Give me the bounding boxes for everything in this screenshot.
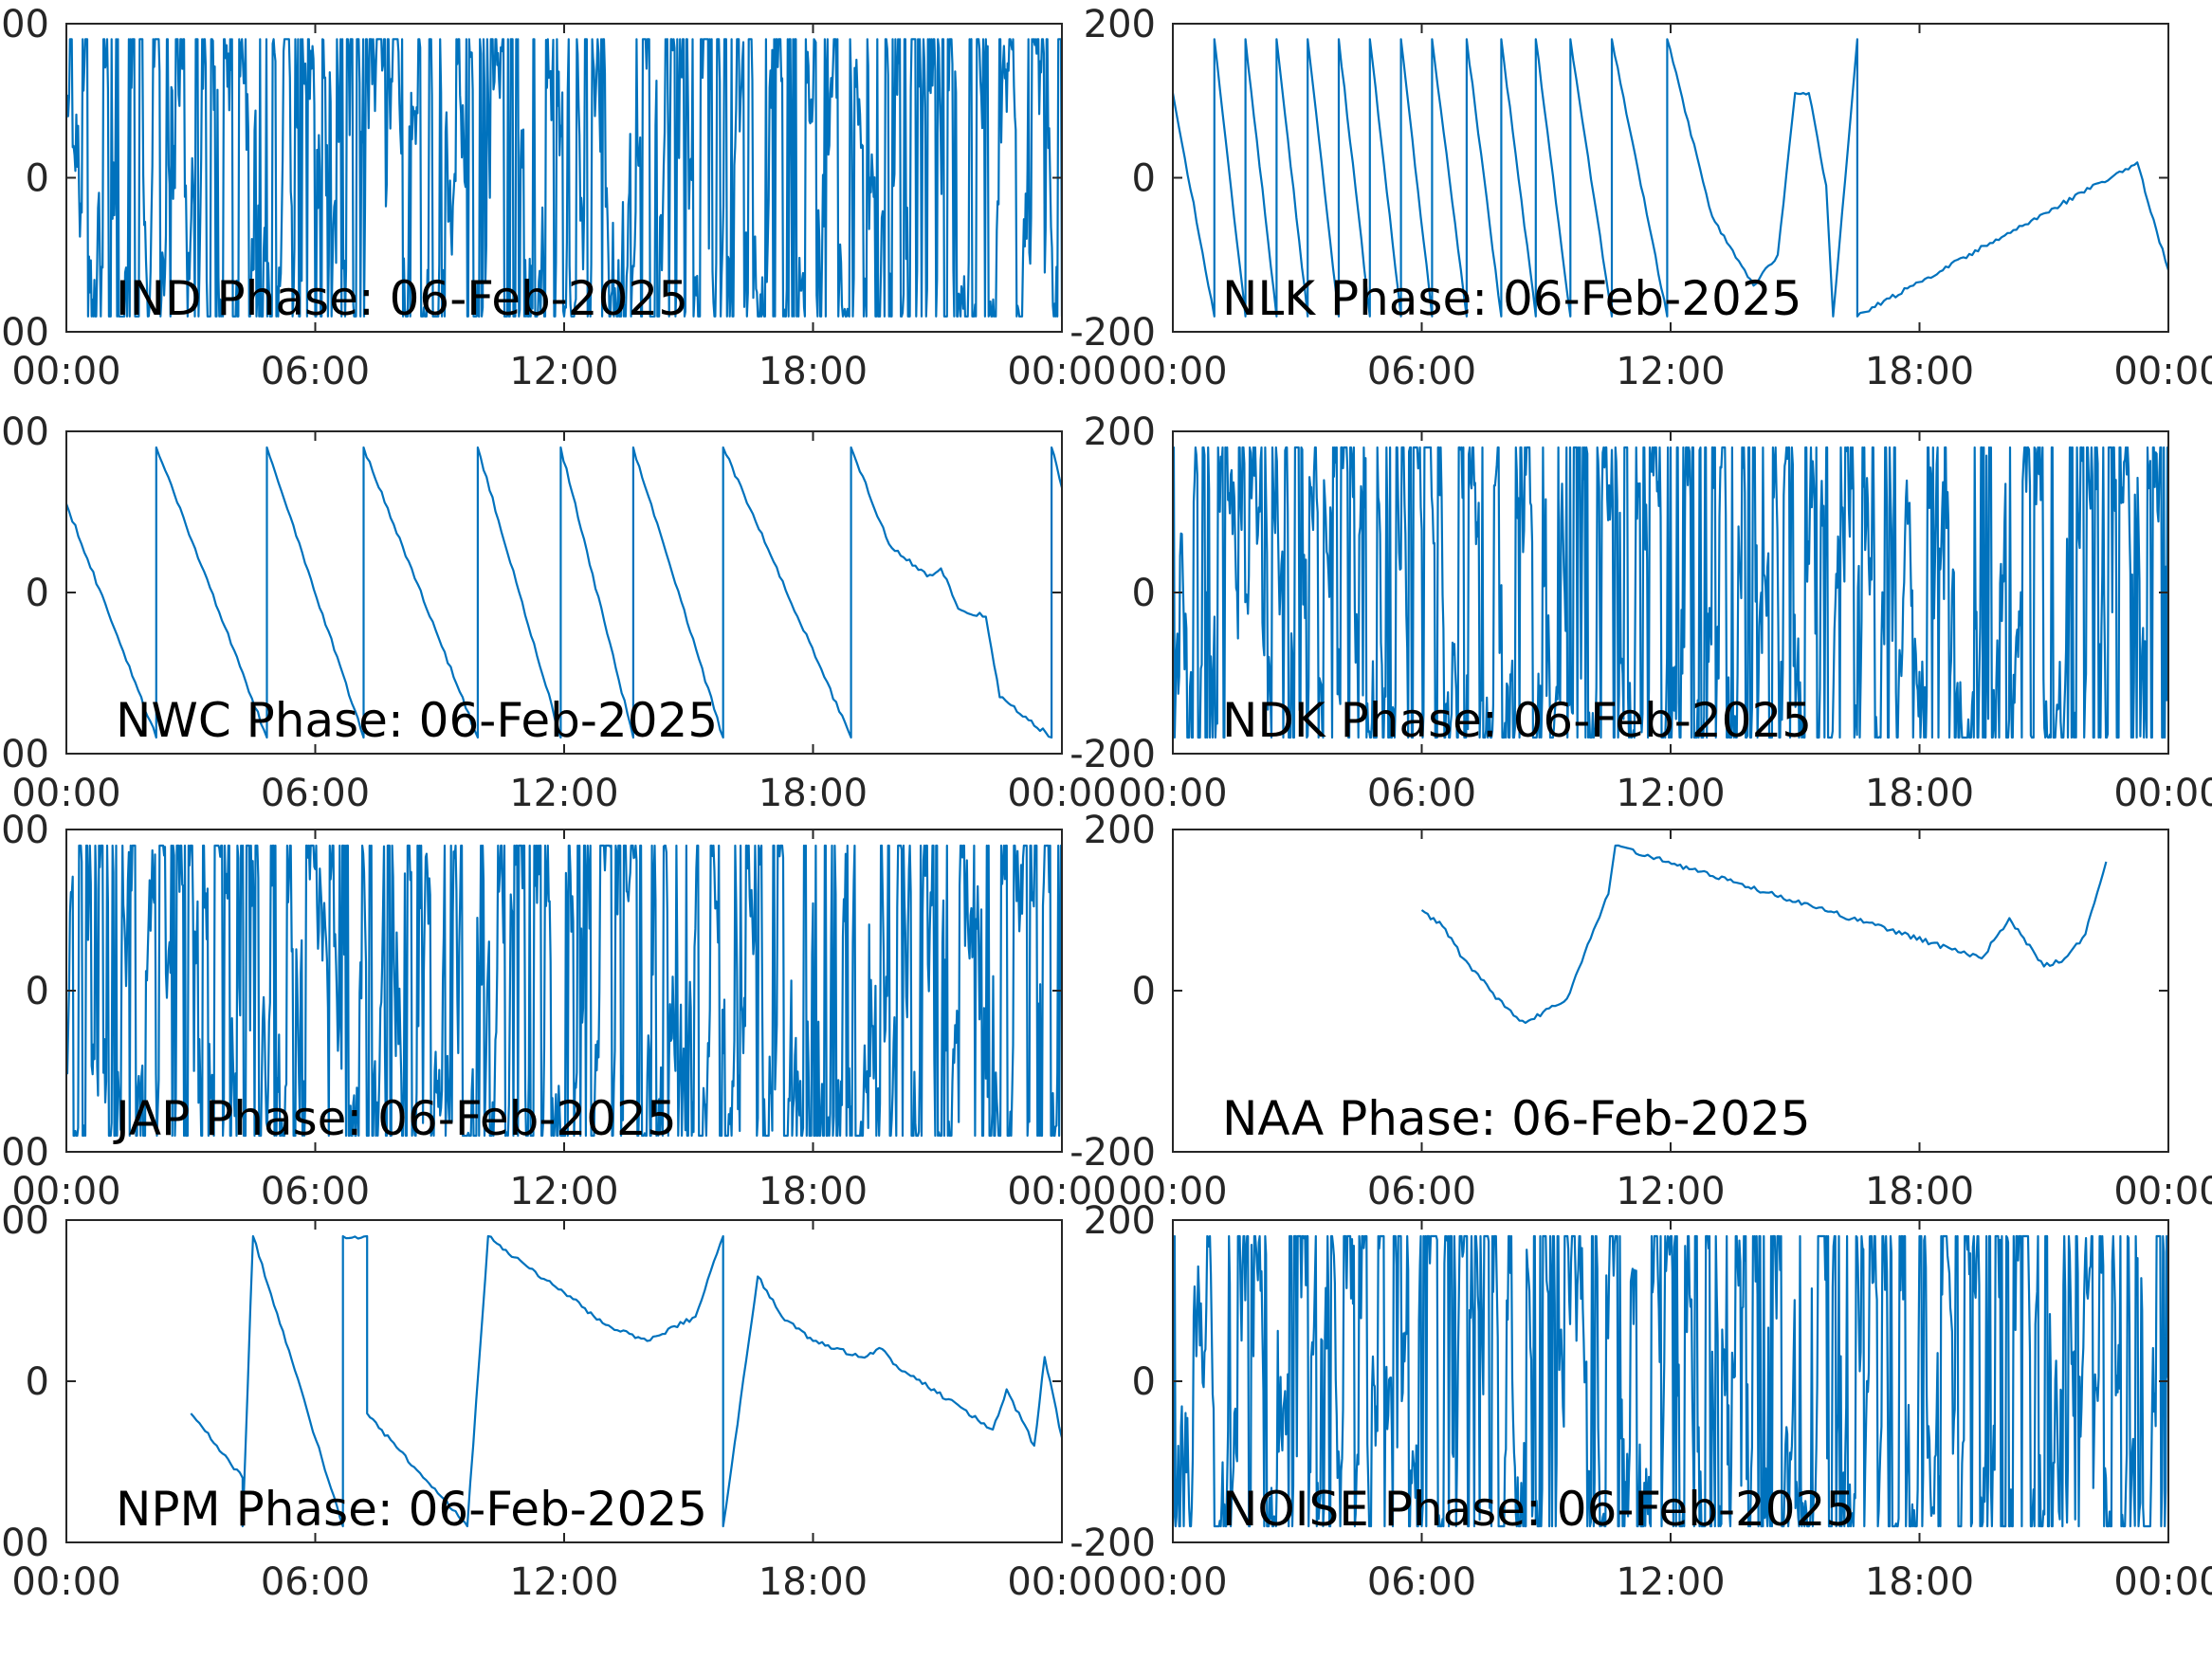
x-tick-label: 06:00 — [261, 772, 370, 815]
x-tick-label: 18:00 — [1865, 350, 1974, 393]
y-tick-label: 200 — [0, 410, 49, 454]
x-tick-label: 00:00 — [2113, 1560, 2212, 1604]
y-tick-label: 0 — [1132, 157, 1156, 201]
x-tick-label: 18:00 — [1865, 772, 1974, 815]
y-tick-label: -200 — [1069, 1131, 1156, 1175]
x-tick-label: 18:00 — [759, 772, 868, 815]
y-tick-label: -200 — [0, 733, 49, 776]
y-tick-label: 200 — [0, 3, 49, 46]
x-tick-label: 06:00 — [1367, 772, 1476, 815]
trace-4 — [1173, 446, 2168, 739]
y-tick-label: -200 — [0, 1522, 49, 1565]
y-tick-label: -200 — [0, 311, 49, 355]
x-tick-label: 06:00 — [261, 1170, 370, 1213]
y-tick-label: 200 — [1084, 410, 1156, 454]
x-tick-label: 00:00 — [1007, 1560, 1116, 1604]
x-tick-label: 12:00 — [1616, 772, 1725, 815]
y-tick-label: 0 — [26, 157, 49, 201]
y-tick-label: 200 — [0, 809, 49, 852]
trace-1 — [66, 38, 1062, 318]
y-tick-label: -200 — [1069, 733, 1156, 776]
y-tick-label: 200 — [1084, 3, 1156, 46]
x-tick-label: 00:00 — [11, 772, 120, 815]
x-tick-label: 12:00 — [1616, 1560, 1725, 1604]
trace-6 — [1420, 844, 2108, 1025]
x-tick-label: 06:00 — [261, 350, 370, 393]
x-tick-label: 12:00 — [1616, 1170, 1725, 1213]
y-tick-label: 200 — [0, 1199, 49, 1243]
trace-2 — [1173, 38, 2168, 318]
panel-title: NDK Phase: 06-Feb-2025 — [1222, 693, 1812, 748]
y-tick-label: 0 — [26, 572, 49, 615]
x-tick-label: 00:00 — [2113, 772, 2212, 815]
x-tick-label: 06:00 — [261, 1560, 370, 1604]
y-tick-label: 200 — [1084, 809, 1156, 852]
x-tick-label: 00:00 — [2113, 350, 2212, 393]
panel-title: IND Phase: 06-Feb-2025 — [116, 271, 688, 326]
x-tick-label: 00:00 — [11, 350, 120, 393]
trace-5 — [66, 844, 1062, 1138]
y-tick-label: -200 — [1069, 1522, 1156, 1565]
x-tick-label: 00:00 — [11, 1170, 120, 1213]
x-tick-label: 06:00 — [1367, 1170, 1476, 1213]
x-tick-label: 18:00 — [1865, 1560, 1974, 1604]
x-tick-label: 18:00 — [759, 350, 868, 393]
x-tick-label: 12:00 — [509, 1170, 618, 1213]
x-tick-label: 18:00 — [759, 1170, 868, 1213]
x-tick-label: 12:00 — [1616, 350, 1725, 393]
x-tick-label: 18:00 — [1865, 1170, 1974, 1213]
panel-title: NOISE Phase: 06-Feb-2025 — [1222, 1482, 1856, 1537]
y-tick-label: -200 — [1069, 311, 1156, 355]
x-tick-label: 00:00 — [2113, 1170, 2212, 1213]
x-tick-label: 00:00 — [1007, 772, 1116, 815]
x-tick-label: 00:00 — [1118, 1170, 1227, 1213]
trace-8 — [1173, 1234, 2168, 1528]
y-tick-label: 0 — [26, 970, 49, 1013]
x-tick-label: 06:00 — [1367, 1560, 1476, 1604]
panel-title: NPM Phase: 06-Feb-2025 — [116, 1482, 707, 1537]
x-tick-label: 00:00 — [1118, 350, 1227, 393]
panel-title: JAP Phase: 06-Feb-2025 — [113, 1091, 677, 1146]
x-tick-label: 00:00 — [1007, 1170, 1116, 1213]
x-tick-label: 12:00 — [509, 772, 618, 815]
trace-3 — [66, 446, 1062, 739]
x-tick-label: 00:00 — [1118, 772, 1227, 815]
x-tick-label: 00:00 — [1118, 1560, 1227, 1604]
y-tick-label: 0 — [1132, 1360, 1156, 1404]
x-tick-label: 06:00 — [1367, 350, 1476, 393]
y-tick-label: 200 — [1084, 1199, 1156, 1243]
x-tick-label: 00:00 — [11, 1560, 120, 1604]
y-tick-label: 0 — [1132, 970, 1156, 1013]
y-tick-label: 0 — [1132, 572, 1156, 615]
y-tick-label: -200 — [0, 1131, 49, 1175]
y-tick-label: 0 — [26, 1360, 49, 1404]
x-tick-label: 18:00 — [759, 1560, 868, 1604]
trace-7 — [190, 1234, 1062, 1528]
panel-title: NAA Phase: 06-Feb-2025 — [1222, 1091, 1811, 1146]
panel-title: NLK Phase: 06-Feb-2025 — [1222, 271, 1801, 326]
x-tick-label: 00:00 — [1007, 350, 1116, 393]
x-tick-label: 12:00 — [509, 1560, 618, 1604]
panel-title: NWC Phase: 06-Feb-2025 — [116, 693, 718, 748]
x-tick-label: 12:00 — [509, 350, 618, 393]
